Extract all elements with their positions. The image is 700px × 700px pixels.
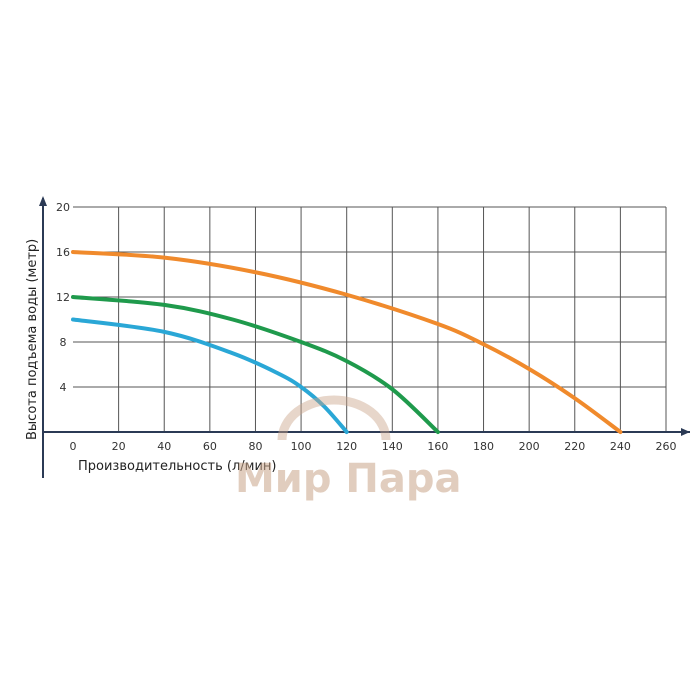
x-tick-label: 120: [336, 440, 357, 453]
x-tick-label: 200: [519, 440, 540, 453]
x-axis-title: Производительность (л/мин): [78, 459, 277, 474]
x-tick-label: 240: [610, 440, 631, 453]
x-tick-label: 20: [112, 440, 126, 453]
y-tick-label: 16: [56, 246, 70, 259]
series-line-1: [71, 250, 623, 434]
x-tick-label: 100: [291, 440, 312, 453]
y-axis-arrow-icon: [39, 196, 47, 206]
y-axis-title: Высота подъема воды (метр): [25, 239, 40, 440]
x-tick-label: 180: [473, 440, 494, 453]
chart-axes: [39, 196, 690, 478]
watermark-logo: Мир Пара: [235, 395, 461, 502]
chart-grid: [73, 206, 667, 432]
x-tick-label: 40: [157, 440, 171, 453]
series-line-3: [71, 317, 349, 434]
y-tick-label: 8: [60, 336, 67, 349]
watermark-text: Мир Пара: [235, 456, 461, 502]
x-tick-label: 0: [70, 440, 77, 453]
x-tick-label: 60: [203, 440, 217, 453]
y-tick-label: 12: [56, 291, 70, 304]
x-tick-label: 220: [564, 440, 585, 453]
x-tick-label: 160: [427, 440, 448, 453]
x-tick-label: 80: [248, 440, 262, 453]
chart-series: [71, 250, 623, 434]
x-axis-arrow-icon: [681, 428, 690, 436]
x-tick-label: 260: [656, 440, 677, 453]
x-tick-label: 140: [382, 440, 403, 453]
series-line-2: [71, 295, 440, 434]
chart-tick-labels: 0 20 40 60 80 100 120 140 160 180 200 220 240 260 4 8 12…: [56, 201, 677, 453]
y-tick-label: 20: [56, 201, 70, 214]
y-tick-label: 4: [60, 381, 67, 394]
watermark-arc: [277, 395, 391, 441]
